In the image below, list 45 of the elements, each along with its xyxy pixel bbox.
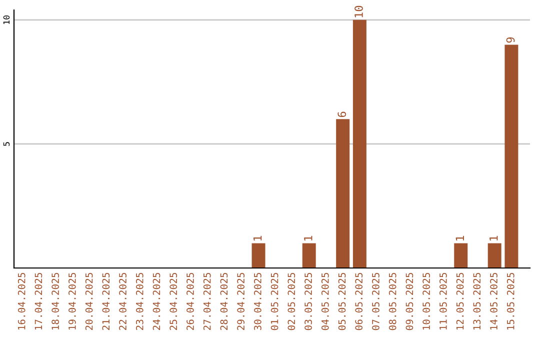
- x-tick-label: 03.05.2025: [304, 272, 312, 330]
- x-tick-label: 26.04.2025: [186, 272, 194, 330]
- bar: [352, 20, 366, 268]
- x-tick-label: 01.05.2025: [270, 272, 278, 330]
- x-tick-label: 23.04.2025: [136, 272, 144, 330]
- bar: [504, 44, 518, 268]
- x-tick-label: 21.04.2025: [102, 272, 110, 330]
- x-tick-label: 07.05.2025: [372, 272, 380, 330]
- x-tick-label: 17.04.2025: [34, 272, 42, 330]
- y-tick-label: 5: [3, 142, 10, 146]
- x-tick-label: 16.04.2025: [18, 272, 26, 330]
- data-label: 6: [338, 112, 346, 118]
- bar: [454, 243, 468, 268]
- bar: [302, 243, 316, 268]
- x-tick-label: 08.05.2025: [388, 272, 396, 330]
- data-label: 9: [506, 37, 515, 43]
- x-tick-label: 25.04.2025: [170, 272, 178, 330]
- x-tick-label: 04.05.2025: [321, 272, 329, 330]
- x-tick-label: 10.05.2025: [422, 272, 430, 330]
- x-tick-label: 14.05.2025: [490, 272, 498, 330]
- x-tick-label: 09.05.2025: [406, 272, 414, 330]
- bar: [336, 119, 350, 268]
- x-tick-label: 19.04.2025: [68, 272, 76, 330]
- x-tick-label: 02.05.2025: [288, 272, 296, 330]
- x-tick-label: 13.05.2025: [473, 272, 481, 330]
- x-tick-label: 27.04.2025: [203, 272, 211, 330]
- x-tick-label: 24.04.2025: [152, 272, 160, 330]
- x-tick-label: 29.04.2025: [237, 272, 244, 330]
- x-tick-label: 12.05.2025: [456, 272, 464, 330]
- x-tick-label: 06.05.2025: [355, 272, 363, 330]
- x-tick-label: 20.04.2025: [85, 272, 93, 330]
- bar: [488, 243, 502, 268]
- data-label: 1: [490, 236, 498, 240]
- x-tick-label: 15.05.2025: [506, 272, 514, 330]
- data-label: 1: [254, 236, 262, 240]
- data-label: 1: [304, 236, 312, 240]
- data-label: 10: [354, 6, 363, 18]
- data-label: 1: [456, 236, 464, 240]
- x-tick-label: 30.04.2025: [254, 272, 262, 330]
- x-tick-label: 05.05.2025: [338, 272, 346, 330]
- x-tick-label: 22.04.2025: [119, 272, 126, 330]
- x-tick-label: 11.05.2025: [439, 272, 447, 330]
- x-tick-label: 18.04.2025: [52, 272, 60, 330]
- bar: [252, 243, 266, 268]
- x-tick-label: 28.04.2025: [220, 272, 228, 330]
